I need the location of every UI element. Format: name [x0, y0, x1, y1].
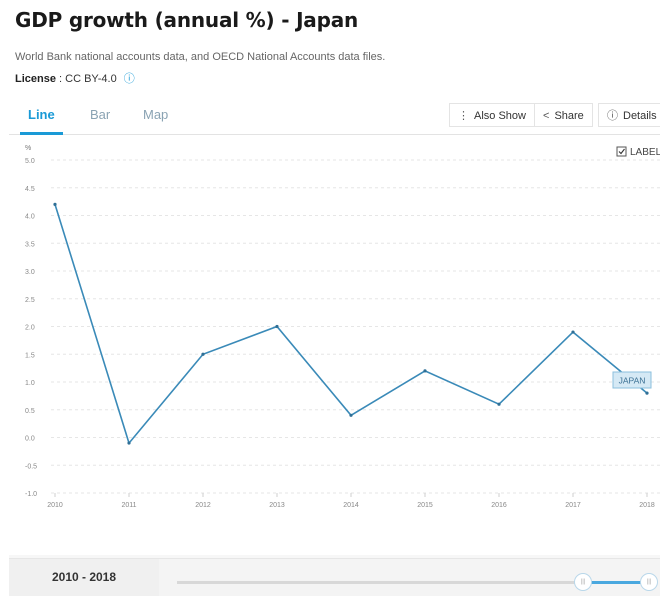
- x-tick-label: 2017: [565, 502, 581, 509]
- y-axis-ticks: 5.0 4.5 4.0 3.5 3.0 2.5 2.0 1.5 1.0 0.5 0.0 -0.5 -1.…: [25, 158, 37, 498]
- data-point[interactable]: [349, 413, 353, 417]
- share-button[interactable]: < Share: [534, 103, 593, 127]
- range-slider-end-handle[interactable]: |||: [640, 573, 658, 591]
- tab-map[interactable]: Map: [143, 107, 169, 122]
- data-point[interactable]: [201, 352, 205, 356]
- checkmark-icon: [618, 148, 625, 155]
- series-line-japan: [54, 204, 648, 445]
- series-label-japan: JAPAN: [612, 371, 652, 389]
- tab-line[interactable]: Line: [20, 96, 63, 135]
- year-range-label: 2010 - 2018: [9, 559, 159, 596]
- gridlines: [51, 159, 660, 494]
- share-icon: <: [543, 110, 550, 122]
- y-tick-label: 4.5: [25, 186, 35, 193]
- chart-area: 5.0 4.5 4.0 3.5 3.0 2.5 2.0 1.5 1.0 0.5 0.0 -0.5 -1.…: [9, 135, 660, 555]
- page-title: GDP growth (annual %) - Japan: [15, 8, 359, 32]
- data-points: [53, 202, 649, 445]
- license-value: : CC BY-4.0: [55, 73, 117, 85]
- range-slider-track[interactable]: [177, 581, 652, 584]
- y-tick-label: -1.0: [25, 491, 37, 498]
- x-tick-label: 2013: [269, 502, 285, 509]
- x-tick-label: 2014: [343, 502, 359, 509]
- y-tick-label: 4.0: [25, 214, 35, 221]
- data-point[interactable]: [645, 391, 649, 395]
- tab-bar[interactable]: Bar: [90, 107, 111, 122]
- series-label-text: JAPAN: [619, 376, 646, 386]
- info-circle-icon[interactable]: ⓘ: [123, 73, 135, 85]
- y-tick-label: 2.5: [25, 297, 35, 304]
- data-point[interactable]: [571, 330, 575, 334]
- data-point[interactable]: [275, 324, 279, 329]
- y-tick-label: 1.0: [25, 380, 35, 387]
- y-tick-label: 0.0: [25, 436, 35, 443]
- y-tick-label: 3.5: [25, 241, 35, 248]
- y-tick-label: -0.5: [25, 463, 37, 470]
- label-toggle-text: LABEL: [630, 147, 660, 158]
- y-axis-unit-label: %: [25, 145, 31, 152]
- info-icon: ⓘ: [607, 110, 618, 122]
- label-toggle[interactable]: LABEL: [616, 146, 660, 158]
- details-button[interactable]: ⓘ Details: [598, 103, 660, 127]
- also-show-button[interactable]: ⋮ Also Show: [449, 103, 535, 127]
- range-footer: 2010 - 2018 ||| |||: [9, 558, 660, 596]
- y-tick-label: 5.0: [25, 158, 35, 165]
- label-checkbox[interactable]: [616, 146, 627, 157]
- data-point[interactable]: [423, 369, 427, 373]
- license-label: License: [15, 73, 56, 85]
- series-label-box: [612, 371, 652, 389]
- y-tick-label: 1.5: [25, 352, 35, 359]
- share-label: Share: [554, 110, 584, 122]
- data-point[interactable]: [127, 441, 131, 445]
- y-tick-label: 0.5: [25, 408, 35, 415]
- chart-toolbar: Line Bar Map ⋮ Also Show < Share ⓘ Details: [9, 96, 660, 135]
- x-tick-label: 2018: [639, 502, 655, 509]
- range-slider-fill: [583, 581, 649, 584]
- data-point[interactable]: [53, 202, 57, 206]
- vertical-dots-icon: ⋮: [458, 110, 469, 122]
- x-tick-label: 2012: [195, 502, 211, 509]
- x-tick-label: 2016: [491, 502, 507, 509]
- details-label: Details: [623, 110, 657, 122]
- data-point[interactable]: [497, 402, 501, 406]
- source-note: World Bank national accounts data, and O…: [15, 51, 386, 63]
- chart-panel: Line Bar Map ⋮ Also Show < Share ⓘ Details …: [9, 96, 660, 596]
- also-show-label: Also Show: [474, 110, 526, 122]
- license-line: License : CC BY-4.0 ⓘ: [15, 70, 135, 86]
- x-tick-label: 2011: [121, 502, 136, 509]
- x-tick-label: 2015: [417, 502, 433, 509]
- range-slider-start-handle[interactable]: |||: [574, 573, 592, 591]
- x-tick-label: 2010: [47, 502, 63, 509]
- tab-line-label: Line: [28, 107, 55, 122]
- active-tab-indicator: [20, 132, 63, 135]
- y-tick-label: 2.0: [25, 325, 35, 332]
- x-axis-ticks: 2010 2011 2012 2013 2014 2015 2016 2017 2018: [47, 493, 655, 509]
- y-tick-label: 3.0: [25, 269, 35, 276]
- line-chart: 5.0 4.5 4.0 3.5 3.0 2.5 2.0 1.5 1.0 0.5 0.0 -0.5 -1.…: [25, 145, 660, 509]
